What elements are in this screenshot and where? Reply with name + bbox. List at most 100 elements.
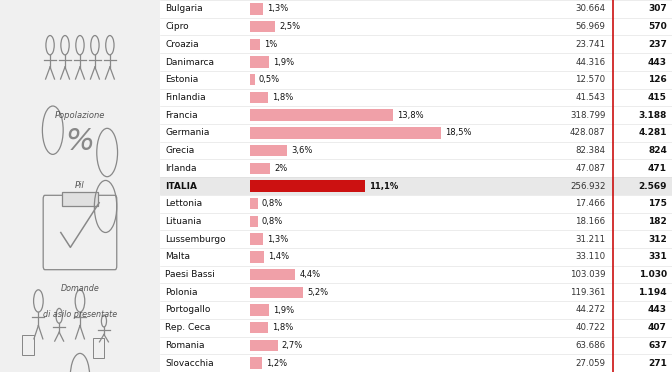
Text: 12.570: 12.570 [575, 75, 605, 84]
Text: 1,2%: 1,2% [266, 359, 287, 368]
Text: 237: 237 [648, 40, 667, 49]
Text: Danimarca: Danimarca [165, 58, 214, 67]
Text: 4.281: 4.281 [638, 128, 667, 137]
Text: 23.741: 23.741 [575, 40, 605, 49]
Text: 407: 407 [648, 323, 667, 332]
Bar [160, 301, 672, 319]
Bar [249, 56, 269, 68]
Text: 40.722: 40.722 [575, 323, 605, 332]
Text: 41.543: 41.543 [575, 93, 605, 102]
Text: 1.194: 1.194 [638, 288, 667, 297]
Bar [160, 71, 672, 89]
Bar [249, 39, 260, 50]
Text: 18,5%: 18,5% [446, 128, 472, 137]
Bar [160, 337, 672, 354]
Text: 11,1%: 11,1% [369, 182, 398, 190]
Text: 63.686: 63.686 [575, 341, 605, 350]
Bar [249, 357, 262, 369]
Text: 2.569: 2.569 [638, 182, 667, 190]
Text: di asilo presentate: di asilo presentate [43, 310, 117, 319]
Text: 415: 415 [648, 93, 667, 102]
Bar [160, 195, 672, 212]
Text: Malta: Malta [165, 252, 190, 262]
Bar [249, 3, 263, 15]
Text: 1,9%: 1,9% [274, 305, 294, 314]
Text: %: % [65, 127, 95, 156]
Bar [249, 109, 392, 121]
Bar [249, 322, 268, 333]
Text: 0,5%: 0,5% [259, 75, 280, 84]
Text: Bulgaria: Bulgaria [165, 4, 203, 13]
Bar [249, 286, 304, 298]
Text: 27.059: 27.059 [575, 359, 605, 368]
Text: 3.188: 3.188 [638, 110, 667, 120]
Bar [93, 338, 104, 358]
Bar [160, 106, 672, 124]
Bar [249, 304, 269, 316]
Text: 824: 824 [648, 146, 667, 155]
Text: 637: 637 [648, 341, 667, 350]
Text: 47.087: 47.087 [575, 164, 605, 173]
Text: 443: 443 [648, 58, 667, 67]
Text: Irlanda: Irlanda [165, 164, 196, 173]
Text: Domande: Domande [60, 284, 99, 293]
Text: 312: 312 [648, 235, 667, 244]
Text: 1,8%: 1,8% [272, 323, 294, 332]
Text: 4,4%: 4,4% [299, 270, 321, 279]
Text: 175: 175 [648, 199, 667, 208]
Text: Francia: Francia [165, 110, 198, 120]
Bar [249, 269, 295, 280]
Text: 1,3%: 1,3% [267, 235, 288, 244]
Text: Grecia: Grecia [165, 146, 194, 155]
Text: 2,5%: 2,5% [280, 22, 300, 31]
Text: 570: 570 [648, 22, 667, 31]
Bar [160, 0, 672, 18]
Text: Lussemburgo: Lussemburgo [165, 235, 226, 244]
Text: Lituania: Lituania [165, 217, 202, 226]
Text: 471: 471 [648, 164, 667, 173]
Text: 103.039: 103.039 [570, 270, 605, 279]
Text: 30.664: 30.664 [575, 4, 605, 13]
Bar [160, 53, 672, 71]
Text: 13,8%: 13,8% [396, 110, 423, 120]
Text: Slovacchia: Slovacchia [165, 359, 214, 368]
Text: Romania: Romania [165, 341, 204, 350]
Text: Polonia: Polonia [165, 288, 198, 297]
Text: 182: 182 [648, 217, 667, 226]
Bar [249, 145, 287, 156]
Text: 31.211: 31.211 [575, 235, 605, 244]
Text: Lettonia: Lettonia [165, 199, 202, 208]
Text: Rep. Ceca: Rep. Ceca [165, 323, 210, 332]
Text: 3,6%: 3,6% [291, 146, 312, 155]
Bar [160, 124, 672, 142]
Text: 44.272: 44.272 [575, 305, 605, 314]
Bar [160, 248, 672, 266]
Text: 1,9%: 1,9% [274, 58, 294, 67]
Bar [160, 212, 672, 230]
Bar [160, 177, 672, 195]
Bar [22, 335, 34, 355]
Text: 56.969: 56.969 [575, 22, 605, 31]
Bar [160, 160, 672, 177]
Bar [249, 340, 278, 351]
Text: 2%: 2% [274, 164, 288, 173]
Text: Paesi Bassi: Paesi Bassi [165, 270, 215, 279]
Text: 1,8%: 1,8% [272, 93, 294, 102]
Bar [160, 283, 672, 301]
Text: 1,3%: 1,3% [267, 4, 288, 13]
Text: 17.466: 17.466 [575, 199, 605, 208]
Text: 271: 271 [648, 359, 667, 368]
Text: 44.316: 44.316 [575, 58, 605, 67]
Text: 428.087: 428.087 [570, 128, 605, 137]
Bar [160, 142, 672, 160]
Text: 307: 307 [648, 4, 667, 13]
Text: 0,8%: 0,8% [262, 217, 283, 226]
Text: 18.166: 18.166 [575, 217, 605, 226]
Text: 318.799: 318.799 [570, 110, 605, 120]
Text: 443: 443 [648, 305, 667, 314]
Text: ITALIA: ITALIA [165, 182, 197, 190]
Bar [249, 216, 258, 227]
Bar [160, 319, 672, 337]
Bar [249, 180, 365, 192]
Bar [160, 35, 672, 53]
